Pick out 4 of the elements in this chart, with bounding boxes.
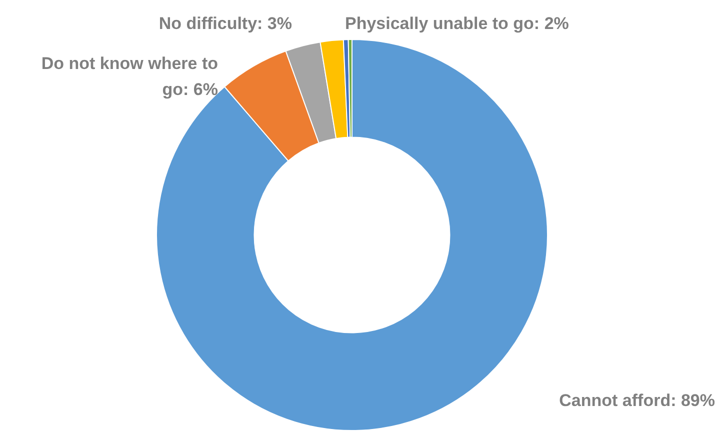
slice-label: Physically unable to go: 2% [345, 14, 569, 34]
slice-label: No difficulty: 3% [158, 14, 292, 34]
slice-label: Cannot afford: 89% [559, 391, 715, 410]
slice-label: Do not know where to go: 6% [41, 54, 218, 100]
